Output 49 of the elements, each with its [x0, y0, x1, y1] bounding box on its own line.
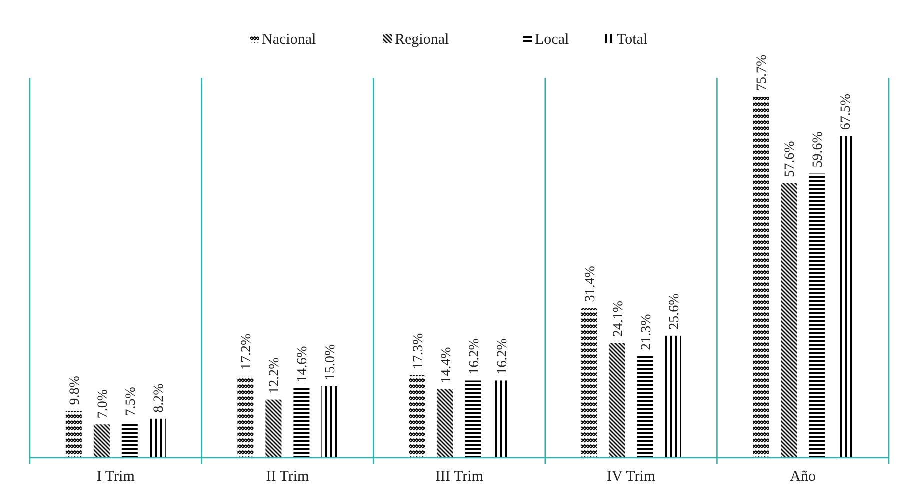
x-tick-label: II Trim	[266, 469, 310, 485]
data-label: 14.4%	[440, 346, 454, 384]
data-label: 17.2%	[240, 333, 255, 370]
bar	[753, 97, 770, 458]
bar	[665, 336, 682, 458]
data-label: 15.0%	[324, 344, 339, 380]
data-label: 31.4%	[583, 266, 598, 302]
data-label: 67.5%	[839, 94, 854, 130]
data-label: 57.6%	[783, 140, 798, 178]
bar	[637, 356, 654, 458]
bar	[266, 400, 282, 458]
legend-label: Local	[535, 32, 570, 48]
bar	[494, 380, 510, 458]
bar	[66, 411, 82, 458]
data-label: 14.6%	[296, 346, 311, 382]
data-label: 21.3%	[639, 314, 654, 350]
data-label: 12.2%	[268, 357, 283, 394]
x-tick-label: IV Trim	[607, 469, 656, 485]
bar	[122, 422, 138, 458]
bar	[94, 424, 110, 458]
x-tick-label: I Trim	[96, 469, 136, 485]
bar	[238, 376, 254, 458]
bar	[410, 376, 426, 458]
data-label: 24.1%	[611, 300, 626, 338]
x-tick-label: III Trim	[436, 469, 484, 485]
bar	[322, 386, 338, 458]
data-label: 16.2%	[468, 338, 482, 375]
data-label: 9.8%	[68, 376, 83, 406]
legend-label: Nacional	[262, 32, 316, 48]
legend-label: Regional	[395, 32, 450, 48]
bar	[150, 418, 166, 458]
data-label: 59.6%	[811, 131, 826, 168]
data-label: 7.5%	[124, 386, 139, 416]
x-tick-label: Año	[790, 469, 816, 485]
data-label: 17.3%	[412, 333, 426, 370]
data-label: 75.7%	[755, 54, 770, 91]
bar	[438, 389, 454, 458]
legend-label: Total	[617, 32, 648, 48]
data-label: 25.6%	[667, 293, 682, 330]
bar	[609, 343, 626, 458]
bar	[466, 380, 482, 458]
bar	[781, 183, 798, 458]
bar	[581, 308, 598, 458]
bar	[809, 174, 826, 458]
data-label: 16.2%	[496, 338, 510, 375]
data-label: 8.2%	[152, 383, 167, 413]
data-label: 7.0%	[96, 389, 111, 419]
bar	[294, 388, 310, 458]
bar	[837, 136, 854, 458]
